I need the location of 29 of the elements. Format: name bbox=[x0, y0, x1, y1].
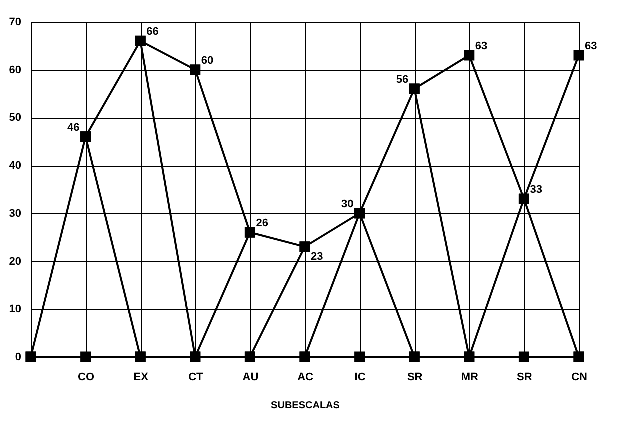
x-tick-label: CN bbox=[572, 372, 588, 384]
x-tick-label: SR bbox=[517, 372, 532, 384]
y-tick-label: 70 bbox=[9, 16, 22, 28]
x-axis-title: SUBESCALAS bbox=[271, 400, 340, 412]
data-label: 63 bbox=[585, 40, 598, 52]
data-label: 46 bbox=[68, 122, 80, 134]
x-tick-label: EX bbox=[134, 372, 150, 384]
data-label: 26 bbox=[256, 218, 268, 230]
x-tick-label: MR bbox=[461, 372, 479, 384]
y-tick-label: 0 bbox=[15, 352, 22, 364]
data-label: 33 bbox=[530, 184, 542, 196]
data-label: 30 bbox=[342, 198, 354, 210]
x-tick-label: CO bbox=[78, 372, 95, 384]
y-tick-label: 10 bbox=[9, 304, 22, 316]
data-label: 63 bbox=[475, 40, 488, 52]
data-label: 60 bbox=[201, 54, 214, 67]
data-label: 56 bbox=[396, 74, 409, 86]
x-tick-label: IC bbox=[354, 372, 366, 384]
x-tick-label: CT bbox=[188, 372, 204, 384]
y-tick-label: 20 bbox=[9, 256, 22, 268]
y-tick-label: 30 bbox=[9, 208, 22, 220]
y-tick-label: 50 bbox=[9, 112, 22, 124]
x-tick-label: AU bbox=[242, 372, 259, 384]
data-label: 23 bbox=[311, 250, 324, 263]
x-tick-label: SR bbox=[407, 372, 423, 384]
y-tick-label: 60 bbox=[9, 64, 22, 76]
data-label: 66 bbox=[146, 26, 159, 38]
y-tick-label: 40 bbox=[9, 160, 22, 172]
x-tick-label: AC bbox=[298, 372, 314, 384]
